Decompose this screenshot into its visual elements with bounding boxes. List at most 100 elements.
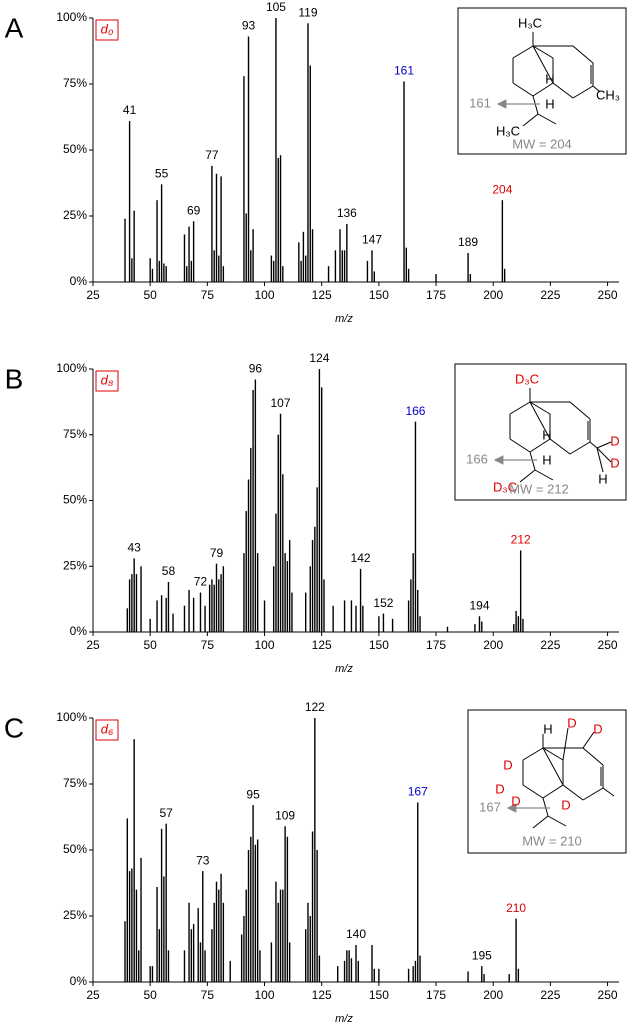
peak-label: 77	[205, 148, 219, 162]
y-tick-label: 25%	[63, 908, 87, 922]
bond	[522, 784, 544, 799]
peak-label: 152	[373, 596, 393, 610]
bond	[532, 45, 554, 84]
x-tick-label: 250	[598, 988, 618, 1002]
panel-label: C	[4, 712, 24, 743]
tag-box	[95, 19, 119, 41]
x-tick-label: 75	[201, 288, 215, 302]
bond	[542, 747, 564, 761]
inset-label: H	[545, 71, 554, 86]
bond	[522, 747, 544, 761]
peak-label: 166	[405, 404, 425, 418]
tag-box	[95, 719, 119, 741]
inset-label: MW = 212	[509, 481, 569, 496]
panel-label: B	[5, 363, 24, 394]
bond	[542, 784, 564, 799]
inset-label: D	[511, 793, 520, 808]
inset-label: D	[593, 721, 602, 736]
bond	[572, 85, 594, 99]
inset-label: H	[542, 427, 551, 442]
x-tick-label: 25	[86, 288, 100, 302]
inset-label: H	[545, 96, 554, 111]
peak-label: 72	[194, 575, 208, 589]
panel-label: A	[5, 12, 24, 43]
inset-label: MW = 204	[512, 136, 572, 151]
isotope-tag: d₀	[101, 21, 114, 36]
inset-box	[454, 363, 627, 501]
x-tick-label: 100	[255, 288, 275, 302]
y-tick-label: 100%	[56, 10, 87, 24]
x-tick-label: 125	[312, 988, 332, 1002]
bond	[596, 441, 612, 449]
peak-label: 167	[408, 785, 428, 799]
peak-label: 212	[511, 533, 531, 547]
x-tick-label: 125	[312, 288, 332, 302]
inset-box	[457, 7, 627, 155]
bond	[512, 45, 534, 59]
x-tick-label: 150	[369, 288, 389, 302]
bond	[582, 731, 595, 749]
bond	[562, 727, 569, 761]
y-tick-label: 0%	[70, 274, 88, 288]
peak-label: 142	[351, 551, 371, 565]
inset-label: D₃C	[515, 371, 539, 386]
bond	[552, 82, 574, 99]
x-tick-label: 50	[143, 638, 157, 652]
inset-label: D	[610, 455, 619, 470]
y-tick-label: 100%	[56, 710, 87, 724]
x-tick-label: 250	[598, 638, 618, 652]
y-tick-label: 75%	[63, 76, 87, 90]
x-tick-label: 200	[483, 638, 503, 652]
bond	[512, 82, 534, 97]
x-tick-label: 100	[255, 638, 275, 652]
bond	[596, 447, 612, 463]
x-tick-label: 25	[86, 988, 100, 1002]
inset-label: D	[567, 715, 576, 730]
x-tick-label: 25	[86, 638, 100, 652]
x-tick-label: 250	[598, 288, 618, 302]
bond	[522, 113, 539, 127]
y-tick-label: 50%	[63, 842, 87, 856]
inset-label: H	[542, 452, 551, 467]
bond	[572, 45, 594, 64]
bond	[549, 438, 571, 455]
peak-label: 147	[362, 232, 382, 246]
bond	[537, 113, 557, 125]
x-tick-label: 100	[255, 988, 275, 1002]
peak-label: 194	[469, 598, 489, 612]
peak-label: 73	[196, 853, 210, 867]
inset-label: D	[495, 781, 504, 796]
inset-label: MW = 210	[522, 833, 582, 848]
peak-label: 195	[472, 948, 492, 962]
peak-label: 140	[346, 927, 366, 941]
x-tick-label: 200	[483, 288, 503, 302]
x-tick-label: 225	[540, 988, 560, 1002]
peak-label: 79	[210, 546, 224, 560]
x-tick-label: 175	[426, 638, 446, 652]
bond	[529, 401, 551, 440]
bond	[532, 815, 549, 829]
peak-label: 136	[337, 206, 357, 220]
x-tick-label: 175	[426, 988, 446, 1002]
x-tick-label: 75	[201, 638, 215, 652]
bond	[582, 747, 604, 766]
bond	[529, 401, 551, 415]
peak-label: 124	[309, 351, 329, 365]
peak-label: 93	[242, 19, 256, 33]
bond	[529, 451, 536, 471]
bond	[602, 787, 615, 797]
inset-label: 166	[466, 451, 488, 466]
inset-label: H₃C	[496, 123, 520, 138]
tag-box	[95, 370, 119, 392]
peak-label: 58	[162, 564, 176, 578]
y-tick-label: 0%	[70, 974, 88, 988]
peak-label: 41	[123, 103, 137, 117]
bond	[532, 95, 539, 115]
